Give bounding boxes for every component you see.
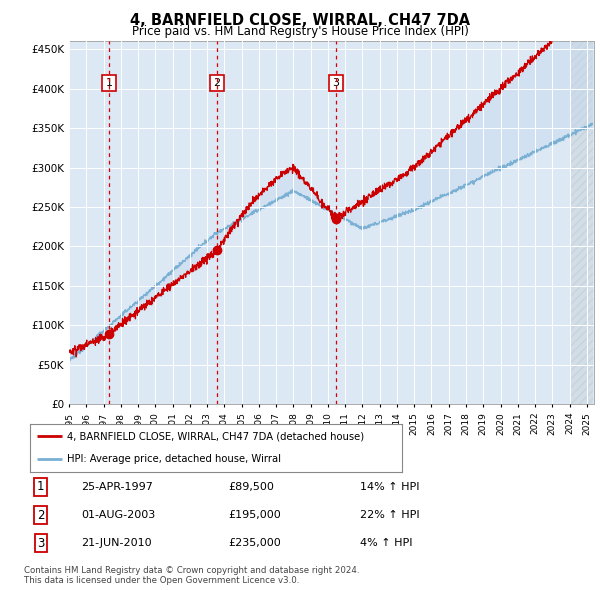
Text: This data is licensed under the Open Government Licence v3.0.: This data is licensed under the Open Gov… [24,576,299,585]
Text: 3: 3 [332,78,340,88]
Text: 2: 2 [37,509,44,522]
Text: 25-APR-1997: 25-APR-1997 [81,482,153,491]
Text: 1: 1 [106,78,112,88]
Text: 1: 1 [37,480,44,493]
Bar [569,41,593,404]
Text: £195,000: £195,000 [228,510,281,520]
Text: 2: 2 [214,78,221,88]
Text: 22% ↑ HPI: 22% ↑ HPI [360,510,419,520]
Text: HPI: Average price, detached house, Wirral: HPI: Average price, detached house, Wirr… [67,454,281,464]
Text: 4, BARNFIELD CLOSE, WIRRAL, CH47 7DA (detached house): 4, BARNFIELD CLOSE, WIRRAL, CH47 7DA (de… [67,431,364,441]
Text: 3: 3 [37,537,44,550]
Text: 14% ↑ HPI: 14% ↑ HPI [360,482,419,491]
Text: £89,500: £89,500 [228,482,274,491]
Text: 4% ↑ HPI: 4% ↑ HPI [360,539,413,548]
Text: 4, BARNFIELD CLOSE, WIRRAL, CH47 7DA: 4, BARNFIELD CLOSE, WIRRAL, CH47 7DA [130,13,470,28]
Text: 01-AUG-2003: 01-AUG-2003 [81,510,155,520]
Text: Price paid vs. HM Land Registry's House Price Index (HPI): Price paid vs. HM Land Registry's House … [131,25,469,38]
Text: £235,000: £235,000 [228,539,281,548]
Text: Contains HM Land Registry data © Crown copyright and database right 2024.: Contains HM Land Registry data © Crown c… [24,566,359,575]
Text: 21-JUN-2010: 21-JUN-2010 [81,539,152,548]
